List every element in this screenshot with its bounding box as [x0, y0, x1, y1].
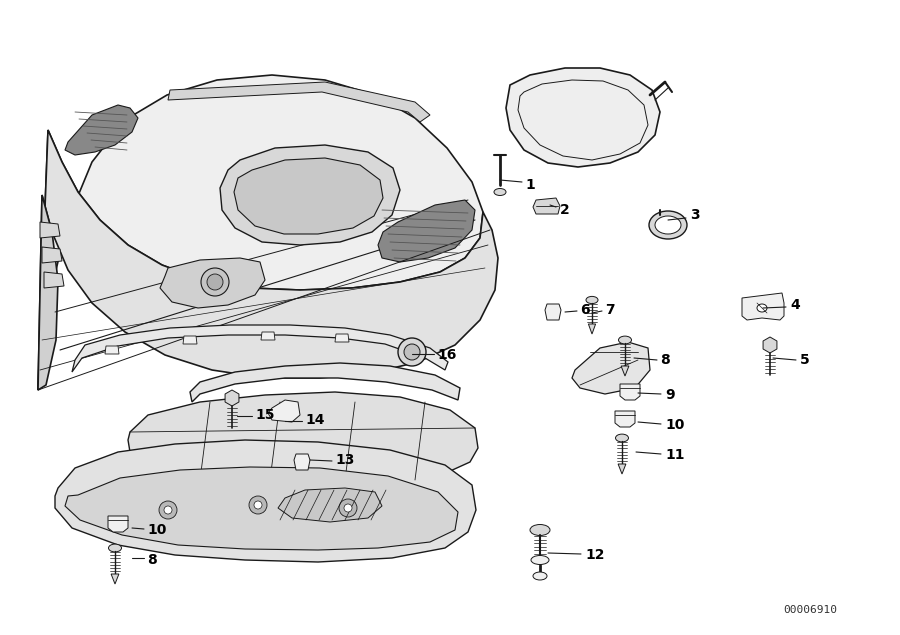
Text: 7: 7	[605, 303, 615, 317]
Ellipse shape	[586, 297, 598, 304]
Polygon shape	[65, 105, 138, 155]
Polygon shape	[268, 400, 300, 422]
Polygon shape	[545, 304, 561, 320]
Ellipse shape	[618, 336, 632, 344]
Circle shape	[404, 344, 420, 360]
Polygon shape	[742, 293, 784, 320]
Circle shape	[344, 504, 352, 512]
Polygon shape	[225, 390, 238, 406]
Circle shape	[159, 501, 177, 519]
Circle shape	[398, 338, 426, 366]
Polygon shape	[506, 68, 660, 167]
Text: 12: 12	[585, 548, 605, 562]
Text: 13: 13	[335, 453, 355, 467]
Circle shape	[254, 501, 262, 509]
Text: 16: 16	[437, 348, 456, 362]
Polygon shape	[42, 247, 62, 263]
Circle shape	[339, 499, 357, 517]
Polygon shape	[38, 195, 58, 390]
Polygon shape	[261, 332, 275, 340]
Ellipse shape	[109, 544, 122, 552]
Polygon shape	[335, 334, 349, 342]
Polygon shape	[108, 516, 128, 532]
Polygon shape	[183, 336, 197, 344]
Text: 14: 14	[305, 413, 325, 427]
Text: 8: 8	[660, 353, 670, 367]
Polygon shape	[40, 222, 60, 238]
Text: 1: 1	[525, 178, 535, 192]
Polygon shape	[763, 337, 777, 353]
Polygon shape	[72, 325, 448, 372]
Text: 8: 8	[147, 553, 157, 567]
Ellipse shape	[655, 216, 681, 234]
Ellipse shape	[533, 572, 547, 580]
Circle shape	[207, 274, 223, 290]
Polygon shape	[55, 440, 476, 562]
Polygon shape	[65, 467, 458, 550]
Text: 15: 15	[255, 408, 274, 422]
Polygon shape	[44, 272, 64, 288]
Polygon shape	[160, 258, 265, 308]
Polygon shape	[105, 346, 119, 354]
Polygon shape	[621, 366, 629, 376]
Ellipse shape	[530, 525, 550, 535]
Polygon shape	[589, 324, 596, 334]
Polygon shape	[533, 198, 560, 214]
Text: 9: 9	[665, 388, 675, 402]
Ellipse shape	[757, 304, 767, 312]
Text: 11: 11	[665, 448, 685, 462]
Polygon shape	[38, 75, 483, 390]
Circle shape	[201, 268, 229, 296]
Text: 5: 5	[800, 353, 810, 367]
Ellipse shape	[494, 189, 506, 196]
Circle shape	[249, 496, 267, 514]
Circle shape	[164, 506, 172, 514]
Text: 10: 10	[147, 523, 166, 537]
Polygon shape	[190, 363, 460, 402]
Polygon shape	[618, 464, 626, 474]
Polygon shape	[278, 488, 382, 522]
Polygon shape	[234, 158, 383, 234]
Text: 6: 6	[580, 303, 590, 317]
Polygon shape	[168, 82, 430, 122]
Ellipse shape	[649, 211, 687, 239]
Polygon shape	[572, 342, 650, 394]
Polygon shape	[220, 145, 400, 245]
Ellipse shape	[616, 434, 628, 442]
Text: 2: 2	[560, 203, 570, 217]
Text: 00006910: 00006910	[783, 605, 837, 615]
Polygon shape	[615, 411, 635, 427]
Polygon shape	[128, 392, 478, 484]
Polygon shape	[111, 574, 119, 584]
Text: 4: 4	[790, 298, 800, 312]
Text: 10: 10	[665, 418, 684, 432]
Ellipse shape	[531, 556, 549, 565]
Polygon shape	[294, 454, 310, 470]
Polygon shape	[378, 200, 475, 262]
Polygon shape	[620, 384, 640, 400]
Polygon shape	[38, 130, 498, 390]
Text: 3: 3	[690, 208, 699, 222]
